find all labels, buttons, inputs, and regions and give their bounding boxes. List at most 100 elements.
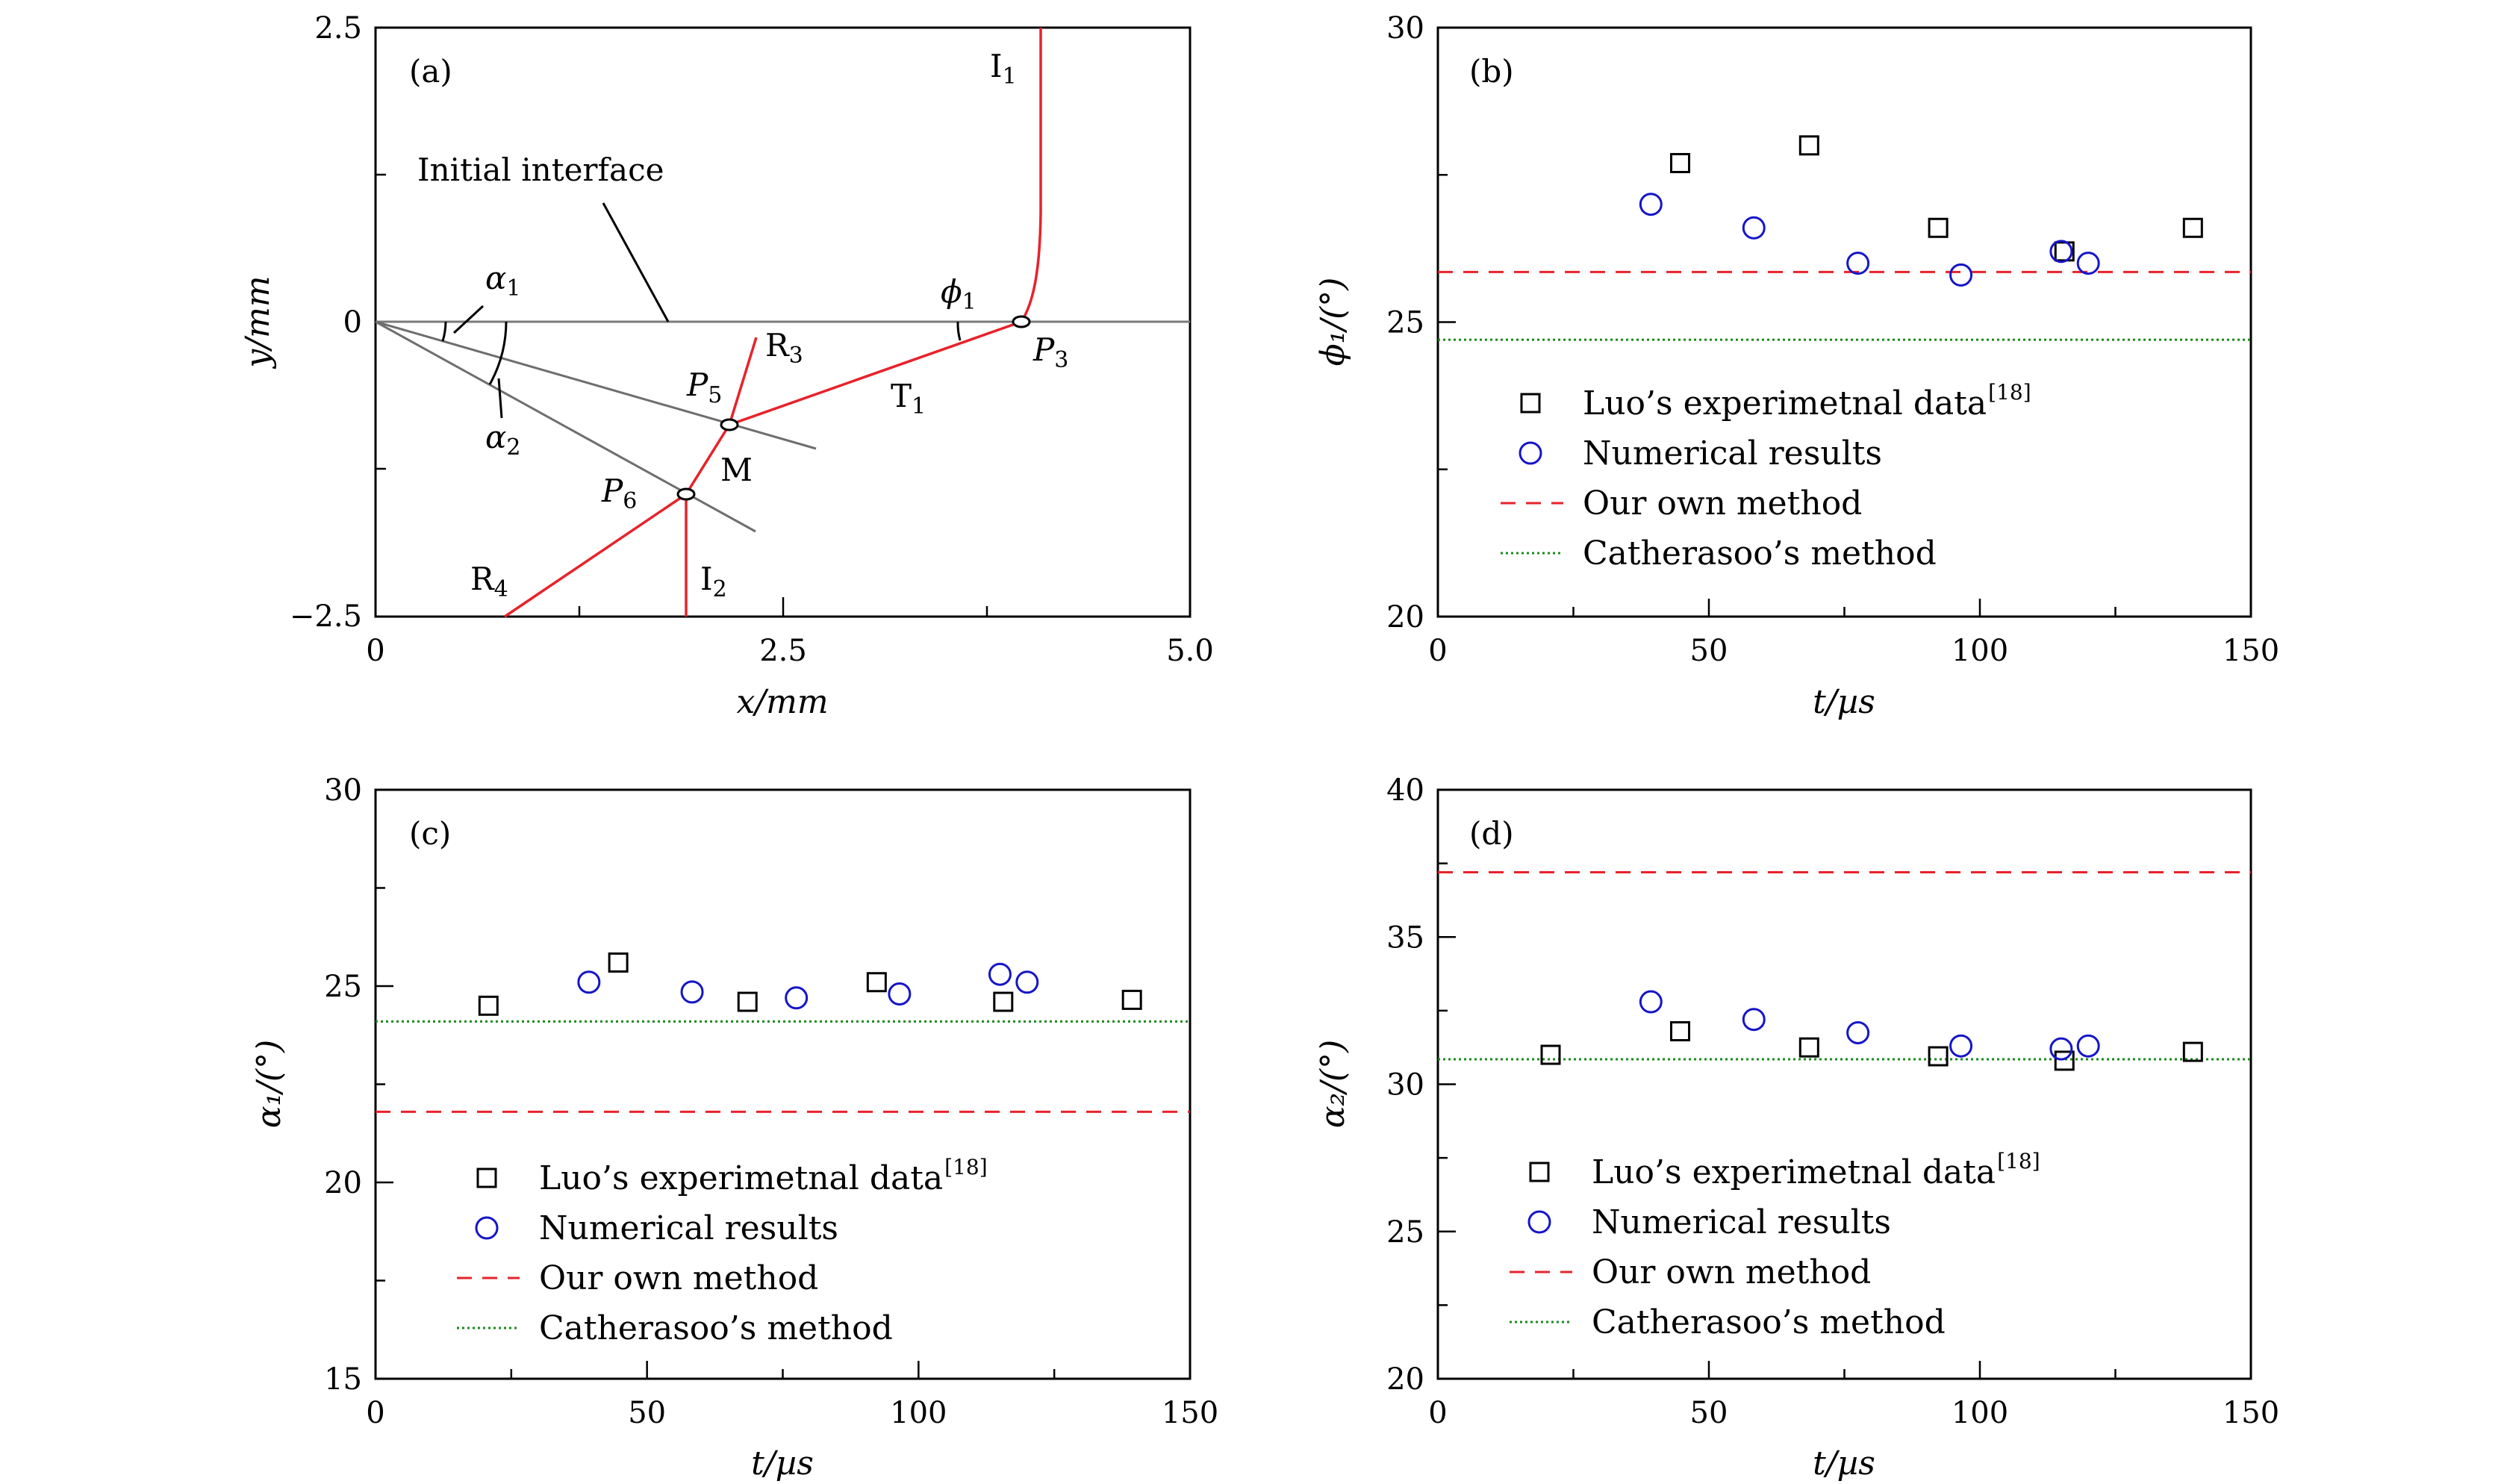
legend-entry-label: Our own method bbox=[539, 1259, 818, 1297]
panel-a-xtick-label: 2.5 bbox=[759, 634, 807, 668]
panel-b-xtick-label: 100 bbox=[1952, 634, 2008, 668]
panel-b-ytick-label: 30 bbox=[1386, 11, 1424, 46]
panel-b-chart: 0 50 100 150 30 25 20 t/µs ϕ₁/(°) (b) Luo’s ex… bbox=[1314, 11, 2279, 721]
panel-c-numerical-point bbox=[1015, 970, 1039, 994]
panel-c-numerical-point bbox=[785, 986, 809, 1010]
panel-b-xtick-label: 50 bbox=[1690, 634, 1728, 668]
panel-b-experimental-point bbox=[1670, 152, 1691, 173]
legend-square-swatch bbox=[1529, 1162, 1550, 1182]
ray-r4-line bbox=[375, 320, 756, 533]
panel-c-experimental-point bbox=[608, 952, 629, 973]
point-p5-label: P5 bbox=[686, 367, 722, 408]
panel-d-numerical-point bbox=[2076, 1034, 2100, 1058]
panel-b-xlabel: t/µs bbox=[1813, 683, 1875, 721]
legend-entry-label: Luo’s experimetnal data[18] bbox=[539, 1155, 988, 1197]
panel-d-numerical-point bbox=[1639, 990, 1663, 1014]
panel-b-numerical-point bbox=[1846, 252, 1870, 275]
panel-b-tag: (b) bbox=[1469, 53, 1514, 90]
wave-r3-label: R3 bbox=[765, 327, 803, 369]
panel-d-ytick-label: 30 bbox=[1386, 1068, 1424, 1103]
panel-d-experimental-point bbox=[1540, 1044, 1561, 1065]
panel-c-ytick-label: 25 bbox=[324, 970, 362, 1004]
panel-a-xtick-label: 5.0 bbox=[1166, 634, 1214, 668]
panel-b-numerical-point bbox=[2076, 252, 2100, 275]
panel-d-numerical-point bbox=[1846, 1020, 1870, 1044]
legend-entry-label: Luo’s experimetnal data[18] bbox=[1583, 380, 2031, 423]
legend-entry-label: Catherasoo’s method bbox=[539, 1309, 893, 1347]
panel-c-xtick-label: 150 bbox=[1162, 1396, 1218, 1430]
panel-d-tag: (d) bbox=[1469, 815, 1514, 852]
panel-c-numerical-point bbox=[988, 962, 1012, 986]
panel-d-ytick-label: 40 bbox=[1386, 773, 1424, 808]
panel-d-ytick-label: 25 bbox=[1386, 1215, 1424, 1250]
panel-d-numerical-point bbox=[1949, 1034, 1973, 1058]
panel-c-legend: Luo’s experimetnal data[18] Numerical res… bbox=[457, 1155, 988, 1347]
alpha1-leader bbox=[452, 305, 485, 334]
panel-c-experimental-point bbox=[1121, 989, 1142, 1010]
point-p5-marker bbox=[720, 418, 739, 431]
point-p6-label: P6 bbox=[601, 473, 637, 514]
panel-d-xlabel: t/µs bbox=[1813, 1444, 1875, 1483]
panel-b-numerical-point bbox=[1949, 263, 1973, 287]
initial-interface-label: Initial interface bbox=[417, 152, 664, 188]
legend-circle-swatch bbox=[1527, 1210, 1551, 1234]
panel-a-diagram: 0 2.5 5.0 2.5 0 −2.5 x/mm y/mm (a) bbox=[239, 11, 1214, 721]
panel-a-ytick-label: 0 bbox=[343, 305, 362, 340]
legend-entry-label: Numerical results bbox=[1592, 1203, 1891, 1241]
legend-entry-label: Our own method bbox=[1583, 484, 1862, 523]
wave-r4-line bbox=[504, 493, 687, 618]
panel-b-ytick-label: 20 bbox=[1386, 600, 1424, 635]
panel-b-experimental-point bbox=[1798, 135, 1819, 156]
legend-entry-label: Numerical results bbox=[1583, 434, 1882, 473]
phi1-arc bbox=[956, 321, 962, 341]
panel-d-ylabel: α₂/(°) bbox=[1314, 1040, 1352, 1129]
panel-d-experimental-point bbox=[1670, 1020, 1691, 1041]
phi1-label: ϕ1 bbox=[941, 273, 977, 315]
panel-a-ylabel: y/mm bbox=[239, 275, 277, 369]
wave-i2-label: I2 bbox=[700, 561, 727, 602]
panel-c-tag: (c) bbox=[409, 815, 451, 852]
panel-b-ylabel: ϕ₁/(°) bbox=[1314, 278, 1352, 367]
panel-d-experimental-point bbox=[2054, 1050, 2075, 1071]
panel-c-chart: 0 50 100 150 30 25 20 15 t/µs α₁/(°) (c) Luo’s … bbox=[250, 773, 1218, 1483]
point-p3-marker bbox=[1012, 315, 1031, 328]
panel-d-numerical-point bbox=[2049, 1037, 2073, 1061]
panel-c-ytick-label: 15 bbox=[324, 1362, 362, 1397]
panel-c-experimental-point bbox=[866, 972, 887, 993]
legend-entry-label: Our own method bbox=[1592, 1253, 1871, 1291]
panel-d-ytick-label: 35 bbox=[1386, 920, 1424, 955]
panel-b-frame bbox=[1436, 26, 2252, 618]
wave-m-line bbox=[685, 424, 731, 495]
panel-c-experimental-point bbox=[737, 991, 758, 1012]
panel-c-numerical-point bbox=[577, 970, 601, 994]
panel-c-experimental-point bbox=[478, 995, 499, 1016]
legend-circle-swatch bbox=[475, 1216, 499, 1240]
panel-c-xtick-label: 100 bbox=[890, 1396, 947, 1430]
alpha1-arc bbox=[441, 321, 447, 342]
legend-square-swatch bbox=[1520, 393, 1541, 414]
wave-t1-label: T1 bbox=[891, 378, 926, 420]
panel-b-legend: Luo’s experimetnal data[18] Numerical res… bbox=[1501, 380, 2031, 573]
panel-c-xlabel: t/µs bbox=[751, 1444, 814, 1483]
point-p6-marker bbox=[676, 487, 696, 501]
point-m-label: M bbox=[720, 452, 753, 488]
panel-d-ytick-label: 20 bbox=[1386, 1362, 1424, 1397]
panel-b-numerical-point bbox=[1639, 193, 1663, 216]
panel-b-numerical-point bbox=[2049, 240, 2073, 264]
legend-entry-label: Luo’s experimetnal data[18] bbox=[1592, 1149, 2040, 1191]
panel-d-experimental-point bbox=[1798, 1037, 1819, 1058]
panel-d-experimental-point bbox=[2182, 1041, 2203, 1062]
panel-c-xtick-label: 50 bbox=[628, 1396, 666, 1430]
panel-d-numerical-point bbox=[1742, 1008, 1766, 1032]
panel-d-xtick-label: 0 bbox=[1428, 1396, 1447, 1430]
panel-c-ytick-label: 20 bbox=[324, 1166, 362, 1200]
alpha2-label: α2 bbox=[485, 419, 520, 461]
legend-square-swatch bbox=[476, 1167, 497, 1188]
panel-d-legend: Luo’s experimetnal data[18] Numerical res… bbox=[1510, 1149, 2040, 1341]
panel-a-ytick-label: −2.5 bbox=[290, 599, 362, 634]
panel-c-numerical-point bbox=[888, 982, 912, 1006]
panel-b-xtick-label: 0 bbox=[1428, 634, 1447, 668]
panel-c-numerical-point bbox=[680, 980, 704, 1004]
panel-b-experimental-point bbox=[2182, 217, 2203, 238]
panel-a-xtick-label: 0 bbox=[366, 634, 384, 668]
